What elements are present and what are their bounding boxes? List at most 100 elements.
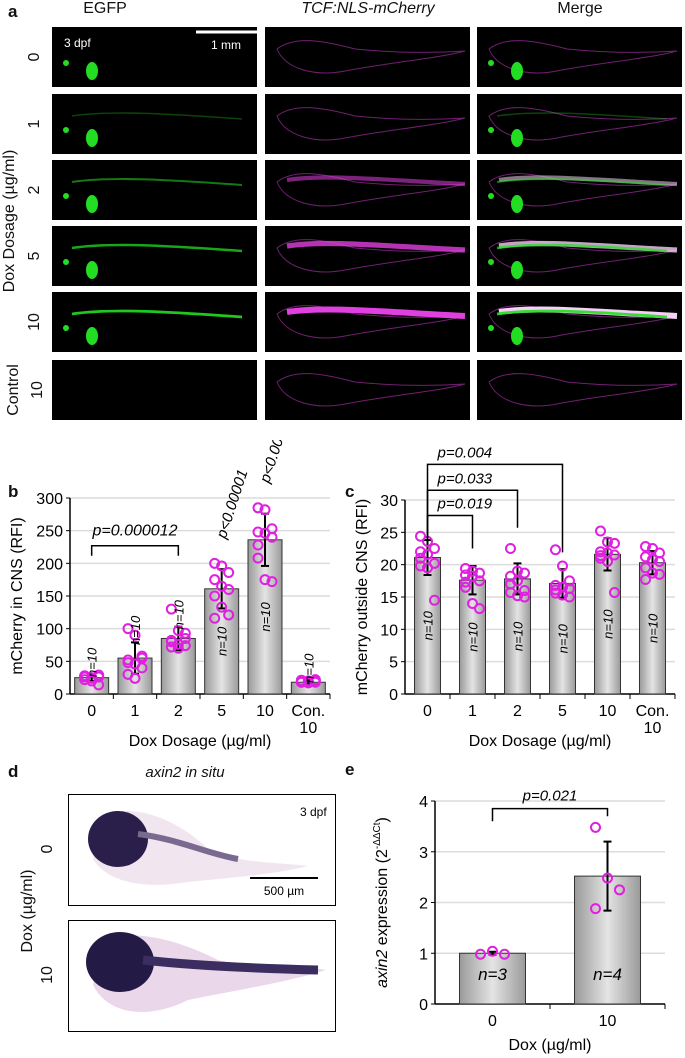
fish-outline xyxy=(488,373,678,407)
data-point xyxy=(602,872,613,884)
x-tick-label: 0 xyxy=(87,703,96,720)
insitu-row-label-0: 0 xyxy=(39,844,56,854)
data-point xyxy=(429,543,440,554)
data-point xyxy=(129,672,141,684)
mcherry-image-row-3 xyxy=(265,226,470,286)
image-background xyxy=(477,360,682,420)
egfp-heart-marker xyxy=(86,261,98,279)
panel-b-label: b xyxy=(8,482,19,501)
data-point xyxy=(209,612,221,624)
chart-b: 0 50 100 150 200 250 300 0 n=10 1 n=10 2 n=10 5 n=10 10… xyxy=(9,440,331,750)
data-point xyxy=(165,634,177,646)
column-header-merge: Merge xyxy=(557,0,603,17)
egfp-spinal-signal xyxy=(71,112,243,120)
data-point xyxy=(550,544,561,556)
y-tick-label: 5 xyxy=(389,655,398,672)
egfp-heart-marker xyxy=(511,62,523,80)
data-point xyxy=(550,579,561,591)
data-point xyxy=(609,549,620,561)
egfp-heart-marker xyxy=(86,62,98,80)
row-label-3: 5 xyxy=(26,251,43,261)
image-background xyxy=(477,27,682,87)
data-point xyxy=(93,679,105,691)
scale-bar-label: 1 mm xyxy=(211,38,241,52)
fish-outline xyxy=(488,40,678,74)
data-point xyxy=(475,948,486,960)
x-tick-label: 10 xyxy=(599,1013,617,1030)
chart-c: 0 5 10 15 20 25 30 0 n=10 1 n=10 2 n=10 5 n=10 10 n=10 Co… xyxy=(354,444,676,750)
data-point xyxy=(266,531,278,543)
data-point xyxy=(422,562,433,574)
panel-c-label: c xyxy=(345,482,355,501)
row-label-4: 10 xyxy=(26,313,43,331)
y-tick-label: 2 xyxy=(419,896,428,913)
insitu-row-label-10: 10 xyxy=(39,966,56,984)
p-value: p=0.021 xyxy=(522,788,578,805)
fish-outline xyxy=(488,107,678,141)
data-point xyxy=(647,567,658,579)
n-label: n=10 xyxy=(301,653,316,683)
egfp-eye-marker xyxy=(488,127,494,133)
data-point xyxy=(252,552,264,564)
image-background xyxy=(52,160,257,220)
row-label-0: 0 xyxy=(26,52,43,62)
data-point xyxy=(259,504,271,516)
egfp-heart-marker xyxy=(511,129,523,147)
row-label-5: Control xyxy=(5,364,22,416)
row-label-1: 1 xyxy=(26,119,43,129)
fish-outline xyxy=(276,107,466,141)
p-value: p=0.004 xyxy=(437,444,493,461)
data-point xyxy=(252,502,264,514)
panel-d-row-axis-label: Dox (µg/ml) xyxy=(19,869,36,953)
data-point xyxy=(122,654,134,666)
data-point xyxy=(223,583,235,595)
image-background xyxy=(477,226,682,286)
egfp-eye-marker xyxy=(63,325,69,331)
egfp-heart-marker xyxy=(86,129,98,147)
y-axis-title-part: -ΔΔCt xyxy=(372,822,383,849)
egfp-eye-marker xyxy=(63,193,69,199)
x-axis-title: Dox Dosage (µg/ml) xyxy=(469,733,612,750)
data-point xyxy=(179,640,191,652)
data-point xyxy=(252,526,264,538)
egfp-spinal-signal xyxy=(71,243,243,253)
x-tick-label: 5 xyxy=(558,703,567,720)
y-axis-title: axin2 expression (2-ΔΔCt) xyxy=(372,817,391,988)
n-label: n=10 xyxy=(601,609,616,639)
insitu-image-10 xyxy=(68,920,336,1032)
n-label: n=4 xyxy=(593,965,622,984)
data-point xyxy=(309,674,321,686)
data-point xyxy=(654,568,665,580)
data-point xyxy=(129,629,141,641)
merge-image-row-3 xyxy=(477,226,682,286)
y-tick-label: 0 xyxy=(389,687,398,704)
n-label: n=10 xyxy=(258,602,273,632)
data-point xyxy=(564,591,575,603)
panel-d-title: axin2 in situ xyxy=(145,764,225,781)
data-point xyxy=(519,591,530,603)
data-point xyxy=(557,560,568,572)
data-point xyxy=(550,584,561,596)
egfp-spinal-signal xyxy=(496,112,668,120)
data-point xyxy=(266,576,278,588)
age-label: 3 dpf xyxy=(64,36,91,50)
bar-0 xyxy=(459,952,526,1005)
data-point xyxy=(595,552,606,564)
image-background xyxy=(52,360,257,420)
egfp-heart-marker xyxy=(86,195,98,213)
fish-outline xyxy=(276,373,466,407)
bar-2 xyxy=(504,578,531,695)
data-point xyxy=(179,627,191,639)
data-point xyxy=(474,575,485,587)
n-label: n=10 xyxy=(171,599,186,629)
row-label-2: 2 xyxy=(26,185,43,195)
egfp-heart-marker xyxy=(511,261,523,279)
n-label: n=10 xyxy=(128,615,143,645)
insitu-age: 3 dpf xyxy=(300,805,327,819)
y-axis-title-part: ) xyxy=(374,817,391,822)
image-background xyxy=(477,94,682,154)
cns-signal xyxy=(286,240,466,253)
p-value: p=0.019 xyxy=(437,496,493,513)
x-tick-label: 0 xyxy=(423,703,432,720)
